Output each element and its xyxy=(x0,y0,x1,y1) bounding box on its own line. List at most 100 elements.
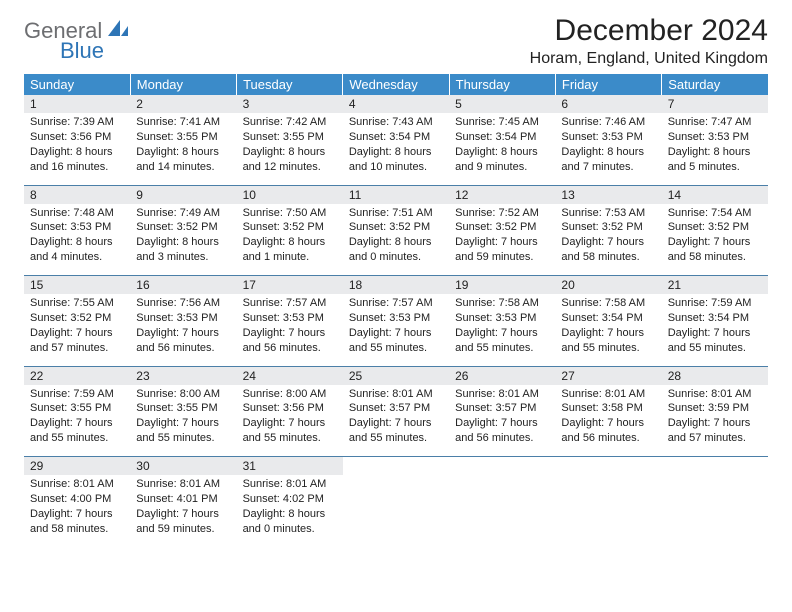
day-body-row: Sunrise: 7:39 AMSunset: 3:56 PMDaylight:… xyxy=(24,113,768,185)
day-cell: Sunrise: 7:48 AMSunset: 3:53 PMDaylight:… xyxy=(24,204,130,276)
daynum-row: 15161718192021 xyxy=(24,276,768,295)
day-details: Sunrise: 7:58 AMSunset: 3:53 PMDaylight:… xyxy=(449,294,555,359)
day-details: Sunrise: 8:01 AMSunset: 4:00 PMDaylight:… xyxy=(24,475,130,540)
day-details: Sunrise: 7:46 AMSunset: 3:53 PMDaylight:… xyxy=(555,113,661,178)
day-number-cell: 7 xyxy=(662,95,768,113)
day-number-cell: 1 xyxy=(24,95,130,113)
day-details: Sunrise: 8:01 AMSunset: 3:57 PMDaylight:… xyxy=(449,385,555,450)
daynum-row: 22232425262728 xyxy=(24,366,768,385)
day-number-cell: 3 xyxy=(237,95,343,113)
daynum-row: 891011121314 xyxy=(24,185,768,204)
day-number-cell: 12 xyxy=(449,185,555,204)
day-cell: Sunrise: 7:41 AMSunset: 3:55 PMDaylight:… xyxy=(130,113,236,185)
day-cell: Sunrise: 8:01 AMSunset: 3:57 PMDaylight:… xyxy=(343,385,449,457)
day-details: Sunrise: 8:01 AMSunset: 4:02 PMDaylight:… xyxy=(237,475,343,540)
day-number-cell: 16 xyxy=(130,276,236,295)
day-cell: Sunrise: 7:46 AMSunset: 3:53 PMDaylight:… xyxy=(555,113,661,185)
day-number-cell xyxy=(449,457,555,476)
day-details: Sunrise: 7:45 AMSunset: 3:54 PMDaylight:… xyxy=(449,113,555,178)
day-number-cell: 21 xyxy=(662,276,768,295)
weekday-header: Wednesday xyxy=(343,74,449,95)
day-cell: Sunrise: 8:01 AMSunset: 4:02 PMDaylight:… xyxy=(237,475,343,547)
weekday-header: Saturday xyxy=(662,74,768,95)
day-details: Sunrise: 7:59 AMSunset: 3:54 PMDaylight:… xyxy=(662,294,768,359)
day-number-cell: 29 xyxy=(24,457,130,476)
day-number-cell: 13 xyxy=(555,185,661,204)
day-details: Sunrise: 7:50 AMSunset: 3:52 PMDaylight:… xyxy=(237,204,343,269)
day-cell: Sunrise: 7:54 AMSunset: 3:52 PMDaylight:… xyxy=(662,204,768,276)
day-cell xyxy=(555,475,661,547)
day-body-row: Sunrise: 7:48 AMSunset: 3:53 PMDaylight:… xyxy=(24,204,768,276)
day-cell: Sunrise: 7:45 AMSunset: 3:54 PMDaylight:… xyxy=(449,113,555,185)
day-number-cell: 8 xyxy=(24,185,130,204)
day-cell: Sunrise: 7:58 AMSunset: 3:54 PMDaylight:… xyxy=(555,294,661,366)
logo: General Blue xyxy=(24,18,130,64)
day-cell: Sunrise: 7:51 AMSunset: 3:52 PMDaylight:… xyxy=(343,204,449,276)
day-cell: Sunrise: 8:01 AMSunset: 3:57 PMDaylight:… xyxy=(449,385,555,457)
day-number-cell xyxy=(343,457,449,476)
day-cell: Sunrise: 8:01 AMSunset: 3:58 PMDaylight:… xyxy=(555,385,661,457)
day-cell: Sunrise: 7:42 AMSunset: 3:55 PMDaylight:… xyxy=(237,113,343,185)
day-cell xyxy=(343,475,449,547)
day-number-cell: 25 xyxy=(343,366,449,385)
day-number-cell: 15 xyxy=(24,276,130,295)
day-cell: Sunrise: 7:56 AMSunset: 3:53 PMDaylight:… xyxy=(130,294,236,366)
day-details: Sunrise: 7:57 AMSunset: 3:53 PMDaylight:… xyxy=(343,294,449,359)
logo-word2: Blue xyxy=(60,38,130,64)
day-number-cell: 14 xyxy=(662,185,768,204)
day-details: Sunrise: 8:01 AMSunset: 3:57 PMDaylight:… xyxy=(343,385,449,450)
calendar-table: Sunday Monday Tuesday Wednesday Thursday… xyxy=(24,74,768,547)
daynum-row: 1234567 xyxy=(24,95,768,113)
page-title: December 2024 xyxy=(530,14,768,48)
day-cell: Sunrise: 8:00 AMSunset: 3:55 PMDaylight:… xyxy=(130,385,236,457)
day-number-cell: 19 xyxy=(449,276,555,295)
day-number-cell: 17 xyxy=(237,276,343,295)
day-number-cell xyxy=(662,457,768,476)
header: General Blue December 2024 Horam, Englan… xyxy=(24,14,768,68)
day-number-cell: 30 xyxy=(130,457,236,476)
day-cell: Sunrise: 7:59 AMSunset: 3:54 PMDaylight:… xyxy=(662,294,768,366)
day-details: Sunrise: 8:01 AMSunset: 3:59 PMDaylight:… xyxy=(662,385,768,450)
day-number-cell: 23 xyxy=(130,366,236,385)
day-details: Sunrise: 7:58 AMSunset: 3:54 PMDaylight:… xyxy=(555,294,661,359)
day-number-cell: 5 xyxy=(449,95,555,113)
day-details: Sunrise: 7:56 AMSunset: 3:53 PMDaylight:… xyxy=(130,294,236,359)
day-cell: Sunrise: 7:57 AMSunset: 3:53 PMDaylight:… xyxy=(343,294,449,366)
day-details: Sunrise: 7:42 AMSunset: 3:55 PMDaylight:… xyxy=(237,113,343,178)
day-number-cell: 28 xyxy=(662,366,768,385)
day-body-row: Sunrise: 8:01 AMSunset: 4:00 PMDaylight:… xyxy=(24,475,768,547)
day-details: Sunrise: 8:01 AMSunset: 3:58 PMDaylight:… xyxy=(555,385,661,450)
day-cell: Sunrise: 7:50 AMSunset: 3:52 PMDaylight:… xyxy=(237,204,343,276)
day-details: Sunrise: 8:00 AMSunset: 3:55 PMDaylight:… xyxy=(130,385,236,450)
day-cell: Sunrise: 7:59 AMSunset: 3:55 PMDaylight:… xyxy=(24,385,130,457)
day-details: Sunrise: 7:57 AMSunset: 3:53 PMDaylight:… xyxy=(237,294,343,359)
day-cell: Sunrise: 8:00 AMSunset: 3:56 PMDaylight:… xyxy=(237,385,343,457)
day-number-cell: 26 xyxy=(449,366,555,385)
day-cell: Sunrise: 7:55 AMSunset: 3:52 PMDaylight:… xyxy=(24,294,130,366)
day-cell: Sunrise: 7:57 AMSunset: 3:53 PMDaylight:… xyxy=(237,294,343,366)
day-details: Sunrise: 7:53 AMSunset: 3:52 PMDaylight:… xyxy=(555,204,661,269)
day-number-cell: 2 xyxy=(130,95,236,113)
day-details: Sunrise: 7:52 AMSunset: 3:52 PMDaylight:… xyxy=(449,204,555,269)
day-body-row: Sunrise: 7:59 AMSunset: 3:55 PMDaylight:… xyxy=(24,385,768,457)
day-number-cell: 18 xyxy=(343,276,449,295)
day-number-cell: 9 xyxy=(130,185,236,204)
weekday-header: Tuesday xyxy=(237,74,343,95)
day-cell: Sunrise: 7:58 AMSunset: 3:53 PMDaylight:… xyxy=(449,294,555,366)
day-details: Sunrise: 8:01 AMSunset: 4:01 PMDaylight:… xyxy=(130,475,236,540)
day-cell: Sunrise: 7:39 AMSunset: 3:56 PMDaylight:… xyxy=(24,113,130,185)
day-details: Sunrise: 7:39 AMSunset: 3:56 PMDaylight:… xyxy=(24,113,130,178)
day-cell: Sunrise: 7:52 AMSunset: 3:52 PMDaylight:… xyxy=(449,204,555,276)
day-cell: Sunrise: 8:01 AMSunset: 4:01 PMDaylight:… xyxy=(130,475,236,547)
day-number-cell: 27 xyxy=(555,366,661,385)
weekday-header: Friday xyxy=(555,74,661,95)
day-cell: Sunrise: 7:47 AMSunset: 3:53 PMDaylight:… xyxy=(662,113,768,185)
day-number-cell: 4 xyxy=(343,95,449,113)
day-cell xyxy=(449,475,555,547)
day-cell xyxy=(662,475,768,547)
day-details: Sunrise: 7:47 AMSunset: 3:53 PMDaylight:… xyxy=(662,113,768,178)
day-details: Sunrise: 7:55 AMSunset: 3:52 PMDaylight:… xyxy=(24,294,130,359)
day-number-cell: 10 xyxy=(237,185,343,204)
weekday-header: Monday xyxy=(130,74,236,95)
location: Horam, England, United Kingdom xyxy=(530,50,768,68)
